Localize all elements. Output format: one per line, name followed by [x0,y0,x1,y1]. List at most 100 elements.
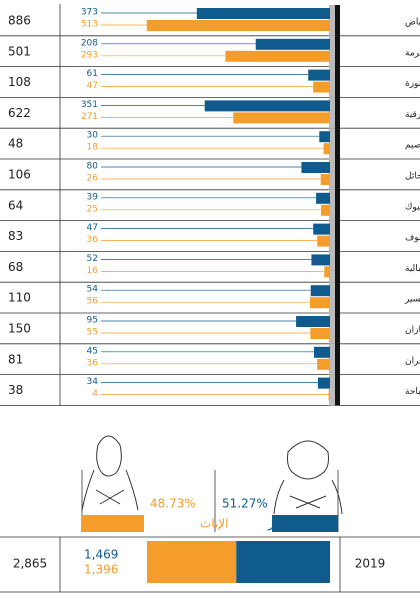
strip [335,97,340,129]
bar [317,235,330,247]
strip [335,282,340,313]
strip [329,159,335,190]
strip [329,128,335,159]
value-label: 16 [87,266,99,276]
strip [329,5,335,36]
bar [317,358,330,370]
bar [310,328,330,339]
value-label: 34 [87,377,99,387]
strip [335,313,340,344]
bar [308,69,330,81]
bar [324,266,330,278]
row-total: 110 [8,291,31,305]
value-label: 52 [87,254,98,264]
region-label: جازان [405,326,420,336]
strip [329,97,335,129]
value-label: 513 [81,20,98,30]
region-label: حائل [405,172,420,182]
bar [296,316,330,327]
strip [335,220,340,252]
value-label: 18 [87,143,99,153]
value-label: 54 [87,285,99,295]
strip [335,66,340,98]
strip [329,35,335,67]
row-total: 38 [8,383,23,397]
row-total: 108 [8,75,31,89]
summary-bar [147,541,237,583]
region-label: مكة المكرمة [405,48,420,58]
row-total: 81 [8,352,23,366]
region-label: تبوك [405,202,420,212]
region-label: الرياض [405,18,420,28]
strip [335,374,340,406]
region-label: نجران [405,356,420,366]
summary-bar [236,541,330,583]
bar [313,346,330,358]
row-total: 106 [8,168,31,182]
bar [196,8,330,19]
value-label: 271 [81,112,98,122]
region-label: الباحة [405,387,420,397]
value-label: 36 [87,358,99,368]
bar [313,223,330,235]
share-box [272,515,338,532]
bar [311,254,330,266]
strip [335,5,340,36]
legend-male: الذكور [267,517,299,532]
row-total: 501 [8,44,31,58]
row-total: 64 [8,198,23,212]
region-label: الحدود الشمالية [405,264,420,274]
region-label: القصيم [405,141,420,151]
share-box [82,515,144,532]
strip [329,220,335,252]
value-label: 208 [81,38,98,48]
bar [319,131,330,143]
bar [233,112,330,124]
value-label: 45 [87,346,98,356]
bar [320,174,330,185]
strip [329,343,335,375]
strip [329,189,335,221]
value-label: 293 [81,50,98,60]
row-total: 68 [8,260,23,274]
value-label: 4 [92,389,98,399]
female-share: 48.73% [150,497,196,511]
value-label: 47 [87,81,98,91]
legend-female: الإناث [200,517,228,531]
row-total: 622 [8,106,31,120]
year: 2019 [355,557,386,571]
bar [204,100,330,112]
female-count: 1,396 [84,563,118,577]
bar [317,377,330,389]
region-label: المدينة المنورة [405,79,420,89]
region-label: المنطقة الشرقية [405,110,420,120]
bar [316,192,330,204]
strip [335,35,340,67]
row-total: 886 [8,14,31,28]
region-label: الجوف [405,233,420,243]
bar [321,204,330,216]
bar [323,143,330,155]
bar [310,297,330,309]
value-label: 56 [87,297,99,307]
value-label: 47 [87,223,98,233]
value-label: 95 [87,316,98,326]
region-label: عسير [404,295,420,305]
strip [329,313,335,344]
row-total: 48 [8,137,23,151]
value-label: 39 [87,192,99,202]
female-figure [81,435,139,511]
grand-total: 2,865 [13,557,47,571]
strip [335,343,340,375]
value-label: 80 [87,162,99,172]
bar [313,81,330,93]
strip [335,128,340,159]
strip [329,374,335,406]
strip [335,189,340,221]
value-label: 373 [81,8,98,18]
bar [146,20,330,31]
male-share: 51.27% [222,497,268,511]
strip [335,159,340,190]
value-label: 36 [87,235,99,245]
